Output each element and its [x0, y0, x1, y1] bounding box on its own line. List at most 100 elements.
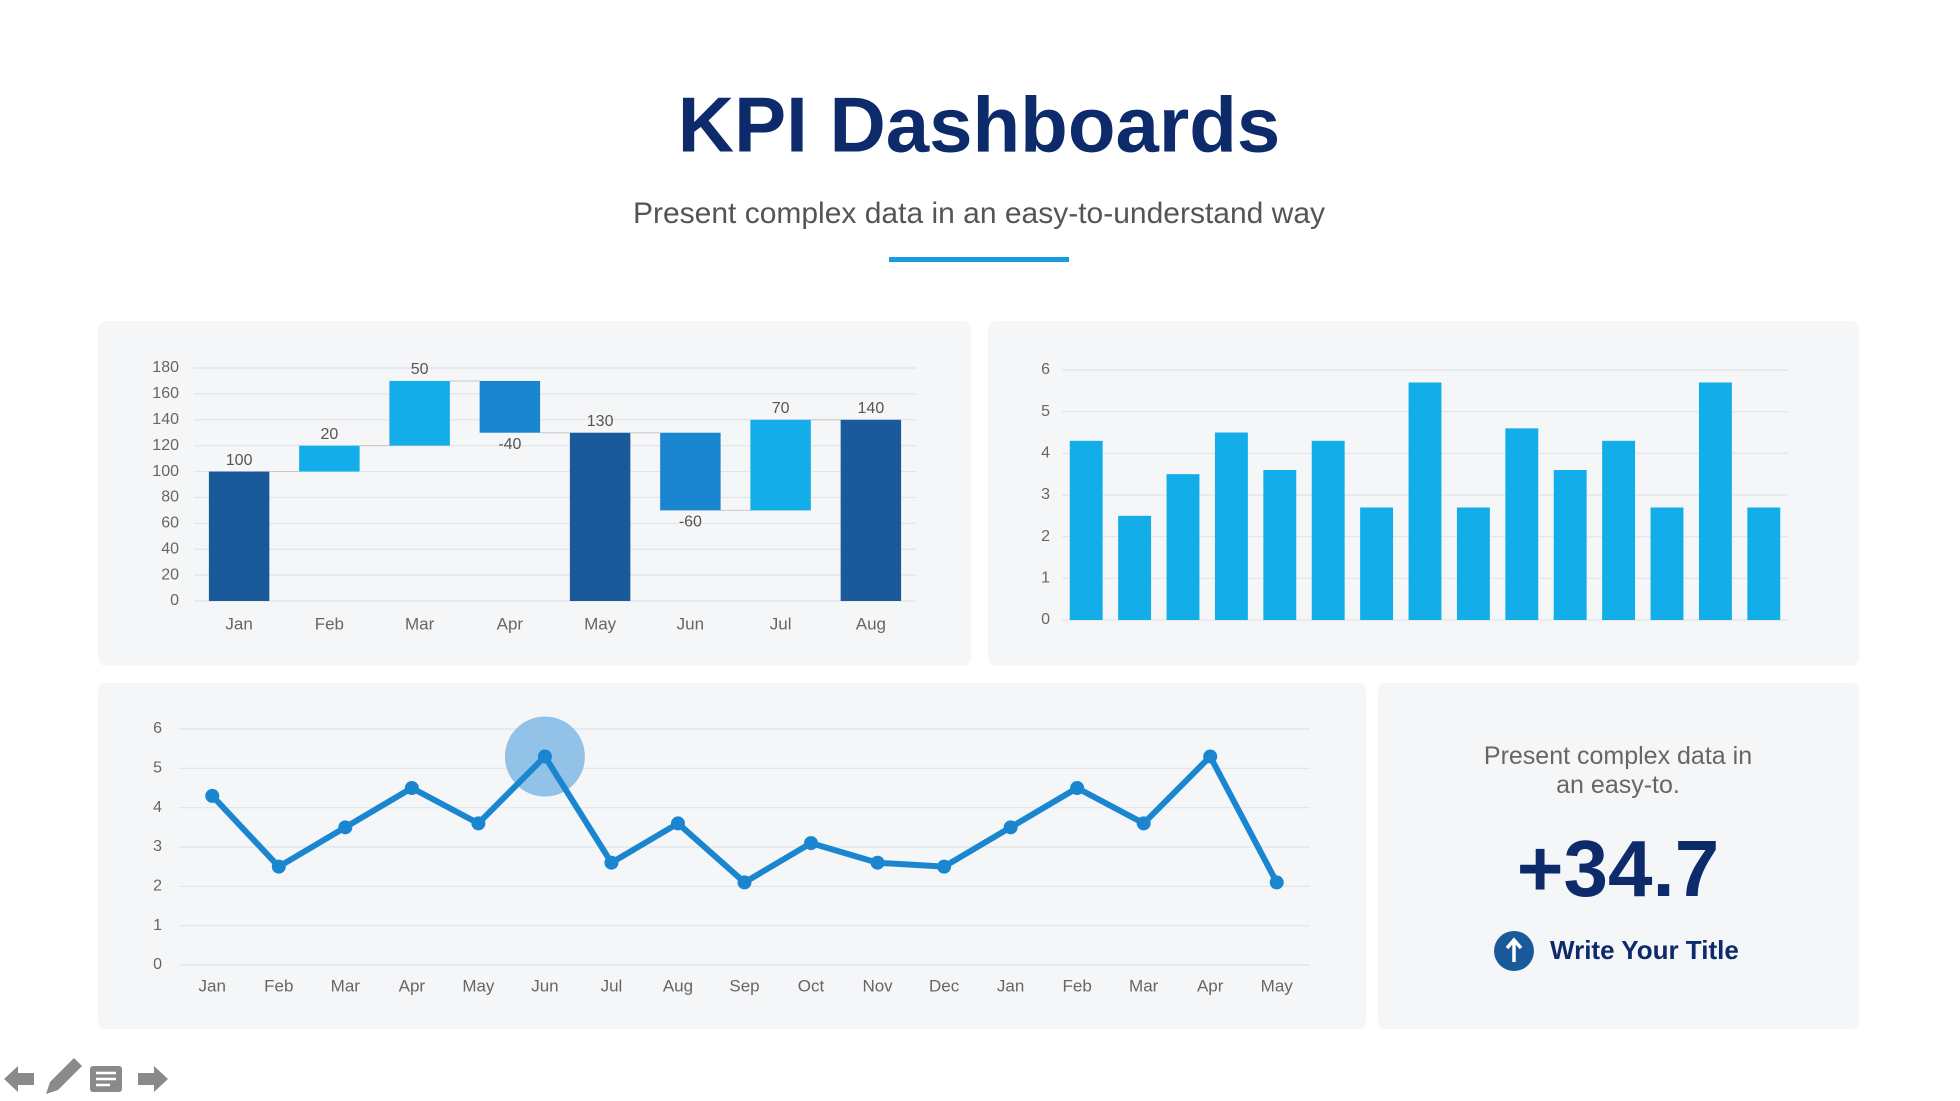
x-tick-label: Apr [497, 614, 524, 633]
x-tick-label: Dec [929, 976, 960, 995]
value-label: 140 [858, 400, 885, 417]
x-tick-label: Aug [856, 614, 886, 633]
x-tick-label: Jan [997, 976, 1024, 995]
x-tick-label: Jul [601, 976, 623, 995]
y-tick-label: 140 [152, 411, 179, 428]
bar [1505, 428, 1539, 620]
bar [1263, 470, 1297, 620]
bar [1360, 507, 1394, 620]
x-tick-label: Nov [862, 976, 893, 995]
kpi-arrow [1505, 937, 1523, 962]
bar [569, 432, 631, 601]
value-label: 130 [587, 413, 614, 430]
y-tick-label: 5 [1041, 403, 1050, 420]
point [1269, 875, 1284, 890]
y-tick-label: 2 [153, 878, 162, 895]
bar [1214, 432, 1248, 620]
x-tick-label: Feb [264, 976, 293, 995]
point [1203, 749, 1218, 764]
x-tick-label: Feb [315, 614, 344, 633]
point [937, 859, 952, 874]
y-tick-label: 160 [152, 385, 179, 402]
y-tick-label: 1 [1041, 570, 1050, 587]
point [205, 788, 220, 803]
x-tick-label: Apr [1197, 976, 1224, 995]
value-label: 100 [226, 452, 253, 469]
point [404, 781, 419, 795]
panel [98, 321, 971, 666]
nav-prev[interactable] [4, 1066, 34, 1092]
x-tick-label: Jan [225, 614, 252, 633]
y-tick-label: 40 [161, 540, 179, 557]
page-subtitle: Present complex data in an easy-to-under… [633, 197, 1325, 230]
value-label: -40 [498, 436, 521, 453]
bar [1408, 382, 1442, 620]
value-label: 70 [772, 400, 790, 417]
y-tick-label: 5 [153, 760, 162, 777]
x-tick-label: Jul [770, 614, 792, 633]
notes-lines [96, 1071, 116, 1087]
point [271, 859, 286, 874]
bar [1069, 440, 1103, 620]
point [1003, 820, 1018, 835]
x-tick-label: May [462, 976, 495, 995]
x-tick-label: Mar [405, 614, 435, 633]
x-tick-label: Aug [663, 976, 693, 995]
x-tick-label: Oct [798, 976, 825, 995]
y-tick-label: 4 [1041, 445, 1050, 462]
bar [1650, 507, 1684, 620]
bar [1166, 474, 1200, 620]
point [804, 836, 819, 851]
y-tick-label: 0 [1041, 611, 1050, 628]
y-tick-label: 0 [170, 592, 179, 609]
value-label: 20 [320, 426, 338, 443]
y-tick-label: 2 [1041, 528, 1050, 545]
nav-edit[interactable] [46, 1058, 82, 1094]
point [870, 855, 885, 870]
y-tick-label: 80 [161, 489, 179, 506]
bar [1602, 440, 1636, 620]
x-tick-label: Mar [331, 976, 361, 995]
bar [1456, 507, 1490, 620]
nav-icons [4, 1058, 168, 1094]
bar [660, 432, 721, 511]
bar [840, 419, 902, 601]
value-label: -60 [679, 514, 702, 531]
point [537, 749, 552, 764]
title-underline [889, 257, 1069, 262]
bar [750, 419, 811, 511]
kpi-caption: Present complex data in an easy-to. [1483, 742, 1753, 799]
x-tick-label: May [1261, 976, 1294, 995]
panel [98, 683, 1366, 1029]
bar [1311, 440, 1345, 620]
bar [208, 471, 270, 601]
y-tick-label: 120 [152, 437, 179, 454]
y-tick-label: 4 [153, 799, 162, 816]
bar [299, 445, 360, 472]
x-tick-label: Jun [677, 614, 704, 633]
y-tick-label: 6 [153, 720, 162, 737]
y-tick-label: 6 [1041, 361, 1050, 378]
point [471, 816, 486, 831]
point [1070, 781, 1085, 795]
x-tick-label: Apr [399, 976, 426, 995]
bar [1118, 515, 1152, 620]
bar [1698, 382, 1732, 620]
kpi-value: +34.7 [1517, 824, 1719, 913]
point [670, 816, 685, 831]
y-tick-label: 180 [152, 359, 179, 376]
kpi-label: Write Your Title [1550, 935, 1739, 965]
point [737, 875, 752, 890]
kpi-caption-box: Present complex data in an easy-to. [1483, 742, 1753, 799]
y-tick-label: 3 [153, 838, 162, 855]
nav-next[interactable] [138, 1066, 168, 1092]
x-tick-label: Sep [729, 976, 759, 995]
point [338, 820, 353, 835]
point [604, 855, 619, 870]
x-tick-label: Jun [531, 976, 558, 995]
bar [1553, 470, 1587, 620]
page-title: KPI Dashboards [678, 81, 1280, 169]
y-tick-label: 20 [161, 566, 179, 583]
bar [479, 380, 541, 433]
